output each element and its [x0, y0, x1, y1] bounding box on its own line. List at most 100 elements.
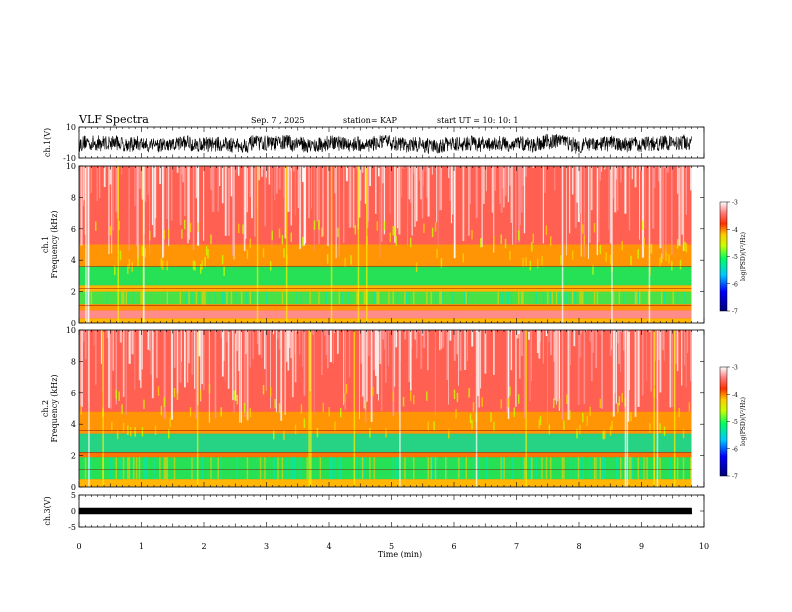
spectrogram-streak: [378, 330, 379, 401]
spectrogram-streak: [240, 291, 243, 305]
spectrogram-streak: [653, 330, 655, 487]
spectrogram-streak: [364, 330, 367, 423]
spectrogram-streak: [659, 423, 661, 433]
spectrogram-streak: [434, 457, 437, 480]
spectrogram-streak: [361, 166, 364, 173]
spectrogram-streak: [303, 166, 306, 246]
spectrogram-streak: [545, 225, 548, 235]
spectrogram-streak: [518, 291, 520, 305]
spectrogram-streak: [338, 291, 341, 305]
spectrogram-streak: [153, 166, 156, 238]
spectrogram-streak: [424, 166, 426, 172]
spectrogram-streak: [356, 291, 358, 305]
spectrogram-streak: [163, 397, 166, 407]
ch2-colorbar: -3 -4 -5 -6 -7 log(PSD)(V²/Hz): [719, 365, 747, 481]
spectrogram-streak: [194, 261, 196, 271]
spectrogram-streak: [283, 248, 285, 258]
spectrogram-streak: [252, 330, 254, 360]
spectrogram-streak: [593, 223, 596, 233]
spectrogram-streak: [685, 166, 687, 215]
spectrogram-streak: [214, 330, 217, 419]
spectrogram-streak: [415, 330, 418, 359]
spectrogram-band: [79, 452, 692, 458]
spectrogram-streak: [335, 166, 337, 259]
spectrogram-streak: [507, 330, 510, 419]
spectrogram-streak: [570, 457, 572, 480]
spectrogram-streak: [520, 330, 524, 357]
spectrogram-streak: [154, 166, 157, 219]
spectrogram-streak: [592, 265, 594, 275]
spectrogram-streak: [507, 397, 510, 408]
spectrogram-streak: [112, 457, 114, 480]
spectrogram-streak: [191, 330, 194, 375]
spectrogram-streak: [340, 457, 342, 480]
spectrogram-streak: [194, 330, 196, 389]
spectrogram-streak: [440, 330, 442, 350]
spectrogram-streak: [363, 457, 365, 480]
spectrogram-streak: [394, 226, 396, 236]
spectrogram-streak: [348, 166, 350, 228]
spectrogram-streak: [270, 330, 271, 409]
spectrogram-streak: [305, 166, 307, 244]
spectrogram-streak: [99, 166, 101, 199]
spectrogram-streak: [665, 166, 667, 253]
spectrogram-streak: [173, 330, 176, 368]
spectrogram-streak: [119, 250, 122, 261]
spectrogram-streak: [401, 166, 403, 198]
spectrogram-streak: [364, 400, 367, 411]
spectrogram-streak: [418, 166, 420, 181]
spectrogram-streak: [388, 330, 390, 367]
spectrogram-streak: [149, 330, 151, 351]
spectrogram-streak: [106, 330, 109, 339]
spectrogram-streak: [650, 244, 653, 254]
spectrogram-streak: [504, 238, 507, 249]
spectrogram-streak: [184, 166, 186, 217]
spectrogram-streak: [536, 258, 539, 269]
x-tick-label: 3: [264, 542, 269, 551]
figure-title: VLF Spectra: [78, 113, 149, 126]
spectrogram-streak: [557, 330, 559, 402]
spectrogram-streak: [310, 166, 312, 209]
spectrogram-streak: [443, 330, 445, 331]
spectrogram-streak: [471, 330, 474, 347]
spectrogram-streak: [604, 457, 606, 480]
spectrogram-streak: [197, 222, 199, 232]
spectrogram-streak: [507, 166, 509, 203]
spectrogram-streak: [184, 219, 186, 230]
spectrogram-streak: [151, 330, 154, 399]
spectrogram-streak: [189, 222, 192, 233]
spectrogram-streak: [615, 457, 618, 480]
spectrogram-streak: [617, 457, 619, 480]
spectrogram-streak: [159, 166, 162, 184]
spectrogram-streak: [128, 457, 131, 480]
spectrogram-streak: [243, 330, 246, 418]
spectrogram-streak: [449, 166, 452, 201]
spectrogram-streak: [639, 291, 641, 305]
spectrogram-streak: [523, 330, 526, 419]
spectrogram-streak: [542, 291, 545, 305]
spectrogram-streak: [108, 330, 110, 408]
spectrogram-streak: [609, 166, 612, 244]
spectrogram-streak: [360, 330, 363, 364]
spectrogram-streak: [334, 457, 336, 480]
spectrogram-streak: [522, 291, 524, 305]
spectrogram-streak: [81, 166, 85, 207]
spectrogram-streak: [134, 330, 136, 390]
spectrogram-streak: [593, 291, 596, 305]
spectrogram-streak: [343, 393, 345, 403]
spectrogram-streak: [628, 166, 631, 231]
start-time-label: start UT = 10: 10: 1: [437, 116, 518, 125]
spectrogram-streak: [168, 429, 170, 439]
spectrogram-streak: [119, 457, 122, 480]
spectrogram-streak: [493, 235, 495, 246]
spectrogram-streak: [96, 166, 99, 202]
colorbar-tick-label: -5: [732, 419, 738, 426]
spectrogram-streak: [669, 457, 672, 480]
spectrogram-streak: [690, 166, 692, 191]
spectrogram-streak: [392, 330, 395, 416]
spectrogram-streak: [582, 291, 584, 305]
spectrogram-streak: [423, 223, 425, 233]
spectrogram-band: [79, 304, 692, 311]
spectrogram-streak: [676, 291, 679, 305]
spectrogram-streak: [513, 407, 516, 417]
